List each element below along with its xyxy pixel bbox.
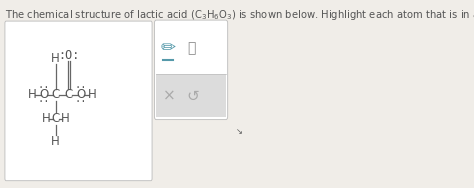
Text: O: O <box>39 89 48 102</box>
Text: ✏: ✏ <box>160 40 175 58</box>
Text: C: C <box>64 89 73 102</box>
Text: ⬭: ⬭ <box>187 42 196 56</box>
Text: H: H <box>51 135 60 148</box>
Text: ··: ·· <box>37 97 50 107</box>
Text: :O:: :O: <box>58 49 80 62</box>
Text: C: C <box>52 89 60 102</box>
Text: The chemical structure of lactic acid $\left(\mathrm{C_3H_6O_3}\right)$ is shown: The chemical structure of lactic acid $\… <box>5 8 474 22</box>
Text: H: H <box>88 89 97 102</box>
Text: H: H <box>51 52 60 65</box>
Text: ×: × <box>163 89 175 103</box>
FancyBboxPatch shape <box>5 21 152 181</box>
Text: ↖: ↖ <box>234 125 241 134</box>
FancyBboxPatch shape <box>155 20 228 120</box>
FancyBboxPatch shape <box>156 74 226 117</box>
Text: H: H <box>42 112 51 125</box>
Text: C: C <box>52 112 60 125</box>
Text: ··: ·· <box>74 97 87 107</box>
Text: H: H <box>28 89 36 102</box>
Text: H: H <box>61 112 70 125</box>
Text: O: O <box>76 89 85 102</box>
Text: ↺: ↺ <box>186 89 199 103</box>
Text: ··: ·· <box>37 83 50 93</box>
Text: ··: ·· <box>74 83 87 93</box>
